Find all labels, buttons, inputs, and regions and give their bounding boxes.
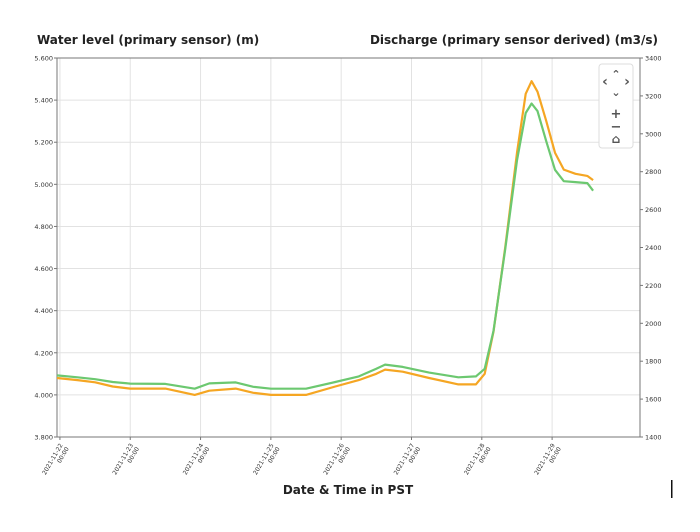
right-tick-label: 2400 xyxy=(645,244,662,252)
right-tick-label: 1400 xyxy=(645,434,662,442)
left-tick-label: 4.000 xyxy=(34,391,53,399)
x-axis-ticks: 2021-11-2200:00 2021-11-2300:00 2021-11-24… xyxy=(41,437,563,479)
right-tick-label: 3000 xyxy=(645,130,662,138)
chevron-left-icon: ‹ xyxy=(602,74,608,90)
left-tick-label: 4.200 xyxy=(34,349,53,357)
y-right-axis-title: Discharge (primary sensor derived) (m3/s… xyxy=(370,33,658,47)
left-tick-label: 5.600 xyxy=(34,55,53,63)
pan-up-button[interactable]: ⌃ xyxy=(611,68,620,81)
right-tick-label: 3200 xyxy=(645,92,662,100)
x-axis-title: Date & Time in PST xyxy=(283,483,414,497)
zoom-out-button[interactable]: − xyxy=(611,120,622,135)
left-tick-label: 4.600 xyxy=(34,265,53,273)
series-layer xyxy=(56,80,594,396)
zoom-in-button[interactable]: + xyxy=(611,107,622,122)
x-tick-label: 2021-11-2500:00 xyxy=(252,442,282,479)
right-tick-label: 2600 xyxy=(645,206,662,214)
home-icon: ⌂ xyxy=(612,132,621,146)
minus-icon: − xyxy=(611,120,622,135)
navigation-panel xyxy=(598,63,634,149)
water-level-series-line xyxy=(56,80,594,396)
x-tick-label: 2021-11-2700:00 xyxy=(393,442,423,479)
reset-home-button[interactable]: ⌂ xyxy=(612,132,621,146)
x-tick-label: 2021-11-2900:00 xyxy=(533,442,563,479)
x-tick-label: 2021-11-2200:00 xyxy=(41,442,71,479)
left-tick-label: 5.000 xyxy=(34,181,53,189)
y-left-axis-title: Water level (primary sensor) (m) xyxy=(37,33,259,47)
pan-left-button[interactable]: ‹ xyxy=(602,74,608,90)
pan-down-button[interactable]: ⌄ xyxy=(611,86,620,99)
chevron-right-icon: › xyxy=(624,74,630,90)
right-tick-label: 1600 xyxy=(645,396,662,404)
chevron-down-icon: ⌄ xyxy=(611,86,620,99)
right-tick-label: 2800 xyxy=(645,168,662,176)
grid-lines xyxy=(57,57,640,438)
right-axis-ticks: 1400 1600 1800 2000 2200 2400 2600 2800 3000 3200… xyxy=(640,55,662,442)
left-tick-label: 3.800 xyxy=(34,434,53,442)
left-tick-label: 5.400 xyxy=(34,97,53,105)
x-tick-label: 2021-11-2800:00 xyxy=(463,442,493,479)
text-cursor-caret xyxy=(671,480,673,498)
left-tick-label: 4.800 xyxy=(34,223,53,231)
right-tick-label: 1800 xyxy=(645,358,662,366)
navigation-controls: ⌃ ‹ › ⌄ + − ⌂ xyxy=(598,63,634,149)
pan-right-button[interactable]: › xyxy=(624,74,630,90)
discharge-series-line xyxy=(56,102,594,390)
left-tick-label: 4.400 xyxy=(34,307,53,315)
left-tick-label: 5.200 xyxy=(34,139,53,147)
right-tick-label: 2200 xyxy=(645,282,662,290)
x-tick-label: 2021-11-2300:00 xyxy=(111,442,141,479)
right-tick-label: 3400 xyxy=(645,55,662,63)
x-tick-label: 2021-11-2400:00 xyxy=(182,442,212,479)
chevron-up-icon: ⌃ xyxy=(611,68,620,81)
plus-icon: + xyxy=(611,107,622,122)
left-axis-ticks: 3.800 4.000 4.200 4.400 4.600 4.800 5.000 5.200… xyxy=(34,55,57,442)
right-tick-label: 2000 xyxy=(645,320,662,328)
x-tick-label: 2021-11-2600:00 xyxy=(322,442,352,479)
